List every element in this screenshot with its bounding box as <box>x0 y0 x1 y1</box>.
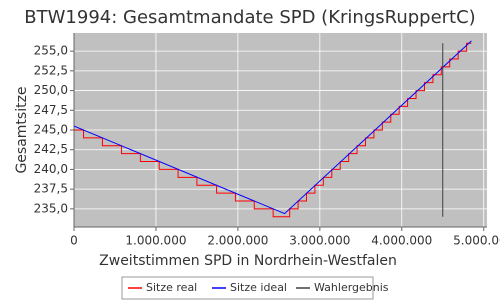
y-tick-label: 235,0 <box>34 201 68 215</box>
y-tick-label: 252,5 <box>34 63 68 77</box>
y-tick-label: 237,5 <box>34 182 68 196</box>
legend <box>121 276 374 300</box>
y-tick-label: 247,5 <box>34 103 68 117</box>
y-tick-label: 245,0 <box>34 123 68 137</box>
line-series <box>73 40 472 215</box>
y-axis-label: Gesamtsitze <box>14 86 30 173</box>
y-tick-label: 255,0 <box>34 44 68 58</box>
legend-label: Sitze ideal <box>230 281 287 294</box>
chart-title: BTW1994: Gesamtmandate SPD (KringsRupper… <box>24 7 475 28</box>
x-tick-label: 2.000.000 <box>207 234 268 248</box>
legend-label: Sitze real <box>146 281 197 294</box>
legend-label: Wahlergebnis <box>314 281 389 294</box>
x-axis-label: Zweitstimmen SPD in Nordrhein-Westfalen <box>99 253 397 269</box>
x-tick-label: 1.000.000 <box>125 234 186 248</box>
x-tick-label: 3.000.000 <box>289 234 350 248</box>
x-tick-label: 4.000.000 <box>371 234 432 248</box>
x-tick-label: 5.000.000 <box>453 234 500 248</box>
y-tick-label: 250,0 <box>34 83 68 97</box>
y-tick-label: 242,5 <box>34 142 68 156</box>
x-tick-label: 0 <box>70 234 78 248</box>
y-tick-label: 240,0 <box>34 162 68 176</box>
